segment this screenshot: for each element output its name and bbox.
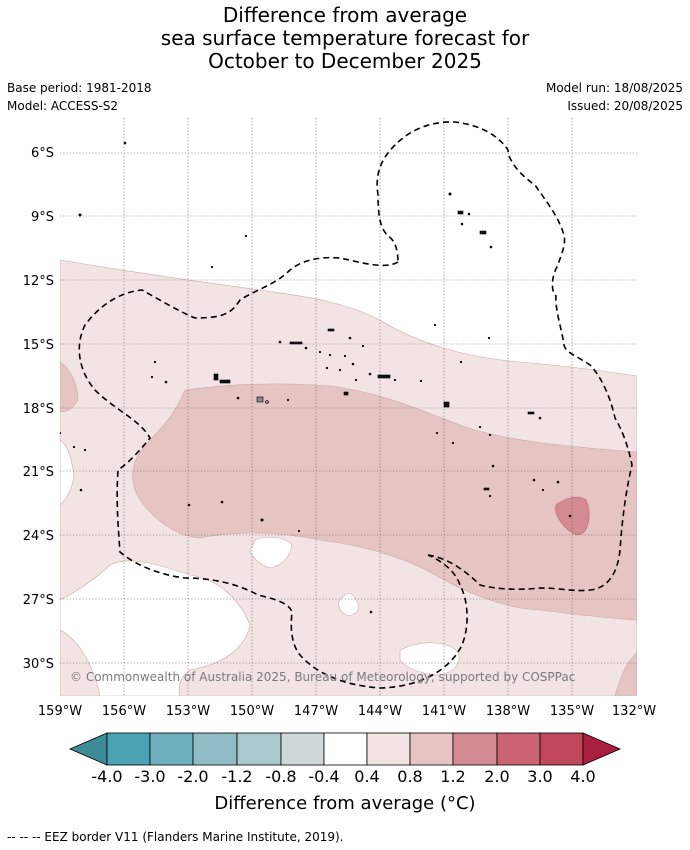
colorbar-segment <box>539 732 584 766</box>
lon-label: 144°W <box>358 704 402 719</box>
lat-label: 27°S <box>23 593 54 608</box>
neutral-region-west <box>60 439 75 506</box>
model-name: Model: ACCESS-S2 <box>7 99 119 113</box>
graticule <box>60 118 637 696</box>
lat-label: 21°S <box>23 465 54 480</box>
colorbar <box>68 732 622 766</box>
lon-label: 156°W <box>102 704 146 719</box>
neutral-region-1 <box>60 560 251 696</box>
lat-label: 18°S <box>23 402 54 417</box>
colorbar-tick-label: 4.0 <box>570 767 595 786</box>
colorbar-segment <box>149 732 194 766</box>
lon-label: 147°W <box>294 704 338 719</box>
lon-label: 150°W <box>230 704 274 719</box>
lon-label: 141°W <box>422 704 466 719</box>
colorbar-segment <box>409 732 454 766</box>
neutral-region-4 <box>399 642 460 676</box>
colorbar-segment <box>496 732 541 766</box>
colorbar-high-extension <box>582 732 622 766</box>
lat-label: 24°S <box>23 529 54 544</box>
lat-label: 6°S <box>31 146 54 161</box>
colorbar-segment <box>192 732 238 766</box>
colorbar-tick-label: -0.4 <box>308 767 339 786</box>
lon-label: 153°W <box>166 704 210 719</box>
colorbar-segment <box>323 732 368 766</box>
lat-label: 12°S <box>23 274 54 289</box>
colorbar-tick-label: -4.0 <box>91 767 122 786</box>
colorbar-segment <box>106 732 151 766</box>
map-title: Difference from average sea surface temp… <box>0 4 690 73</box>
anomaly-region-0.8-1.2-west <box>60 361 79 413</box>
colorbar-segment <box>366 732 411 766</box>
colorbar-tick-label: -0.8 <box>265 767 296 786</box>
anomaly-region-0.8-1.2-east <box>614 651 637 696</box>
colorbar-low-extension <box>68 732 108 766</box>
colorbar-tick-label: 0.4 <box>354 767 379 786</box>
longitude-labels: 159°W 156°W 153°W 150°W 147°W 144°W 141°… <box>38 704 656 719</box>
colorbar-segment <box>280 732 325 766</box>
neutral-region-2 <box>249 536 293 569</box>
eez-border-french-polynesia <box>376 121 633 592</box>
lon-label: 159°W <box>38 704 82 719</box>
title-line-1: Difference from average <box>222 3 468 27</box>
colorbar-tick-label: 3.0 <box>527 767 552 786</box>
lon-label: 135°W <box>550 704 594 719</box>
islands <box>60 141 572 614</box>
latitude-labels: 6°S 9°S 12°S 15°S 18°S 21°S 24°S 27°S 30… <box>23 146 54 672</box>
metadata-left: Base period: 1981-2018 Model: ACCESS-S2 <box>7 79 152 115</box>
metadata-right: Model run: 18/08/2025 Issued: 20/08/2025 <box>546 79 683 115</box>
colorbar-tick-label: 0.8 <box>397 767 422 786</box>
title-line-2: sea surface temperature forecast for <box>160 26 530 50</box>
lat-label: 15°S <box>23 338 54 353</box>
colorbar-segment <box>236 732 282 766</box>
anomaly-region-0.8-1.2 <box>132 383 637 621</box>
lon-label: 138°W <box>486 704 530 719</box>
eez-border-cook-islands <box>78 256 468 689</box>
model-run: Model run: 18/08/2025 <box>545 81 683 95</box>
lat-label: 9°S <box>31 210 54 225</box>
eez-footnote: -- -- -- EEZ border V11 (Flanders Marine… <box>7 830 344 844</box>
title-line-3: October to December 2025 <box>208 49 482 73</box>
lat-label: 30°S <box>23 657 54 672</box>
anomaly-region-1.2-2.0 <box>555 496 590 536</box>
map-panel: © Commonwealth of Australia 2025, Bureau… <box>60 118 637 696</box>
colorbar-tick-label: -3.0 <box>134 767 165 786</box>
colorbar-label: Difference from average (°C) <box>214 793 476 814</box>
colorbar-tick-label: -2.0 <box>177 767 208 786</box>
colorbar-tick-label: 2.0 <box>484 767 509 786</box>
copyright-notice: © Commonwealth of Australia 2025, Bureau… <box>70 670 575 684</box>
issued-date: Issued: 20/08/2025 <box>567 99 683 113</box>
colorbar-tick-label: 1.2 <box>440 767 465 786</box>
colorbar-ticks: -4.0 -3.0 -2.0 -1.2 -0.8 -0.4 0.4 0.8 1.… <box>91 767 595 786</box>
base-period: Base period: 1981-2018 <box>7 81 152 95</box>
neutral-region-3 <box>338 592 360 617</box>
lon-label: 132°W <box>612 704 656 719</box>
colorbar-tick-label: -1.2 <box>221 767 252 786</box>
colorbar-segment <box>452 732 498 766</box>
